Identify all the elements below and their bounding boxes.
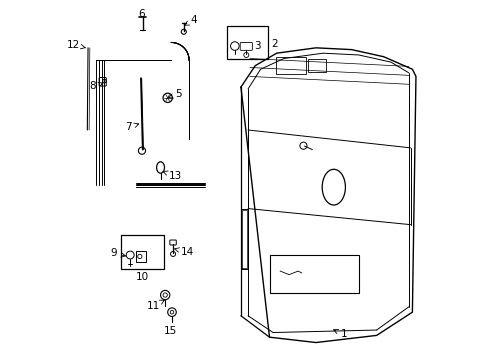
Circle shape [167,308,176,316]
Text: 13: 13 [163,171,182,181]
Circle shape [138,147,145,154]
FancyBboxPatch shape [240,42,252,50]
Ellipse shape [156,162,164,173]
Circle shape [160,291,169,300]
Text: 9: 9 [110,248,125,258]
Text: 6: 6 [139,9,145,18]
FancyBboxPatch shape [136,251,146,262]
Text: 14: 14 [174,247,194,257]
Circle shape [126,251,134,259]
Text: 15: 15 [163,326,177,336]
FancyBboxPatch shape [169,240,176,245]
Text: 7: 7 [125,122,139,132]
Circle shape [230,42,239,50]
Ellipse shape [322,169,345,205]
Circle shape [170,251,175,256]
Circle shape [163,93,172,103]
Text: 3: 3 [254,41,261,51]
Text: 4: 4 [184,15,197,25]
Text: 1: 1 [333,329,347,339]
Text: 2: 2 [270,39,277,49]
Circle shape [181,29,186,34]
Text: 11: 11 [147,300,164,311]
Text: 5: 5 [168,89,181,99]
Text: 8: 8 [89,81,102,91]
Text: 12: 12 [67,40,85,50]
FancyBboxPatch shape [99,77,106,86]
Text: 10: 10 [136,272,149,282]
